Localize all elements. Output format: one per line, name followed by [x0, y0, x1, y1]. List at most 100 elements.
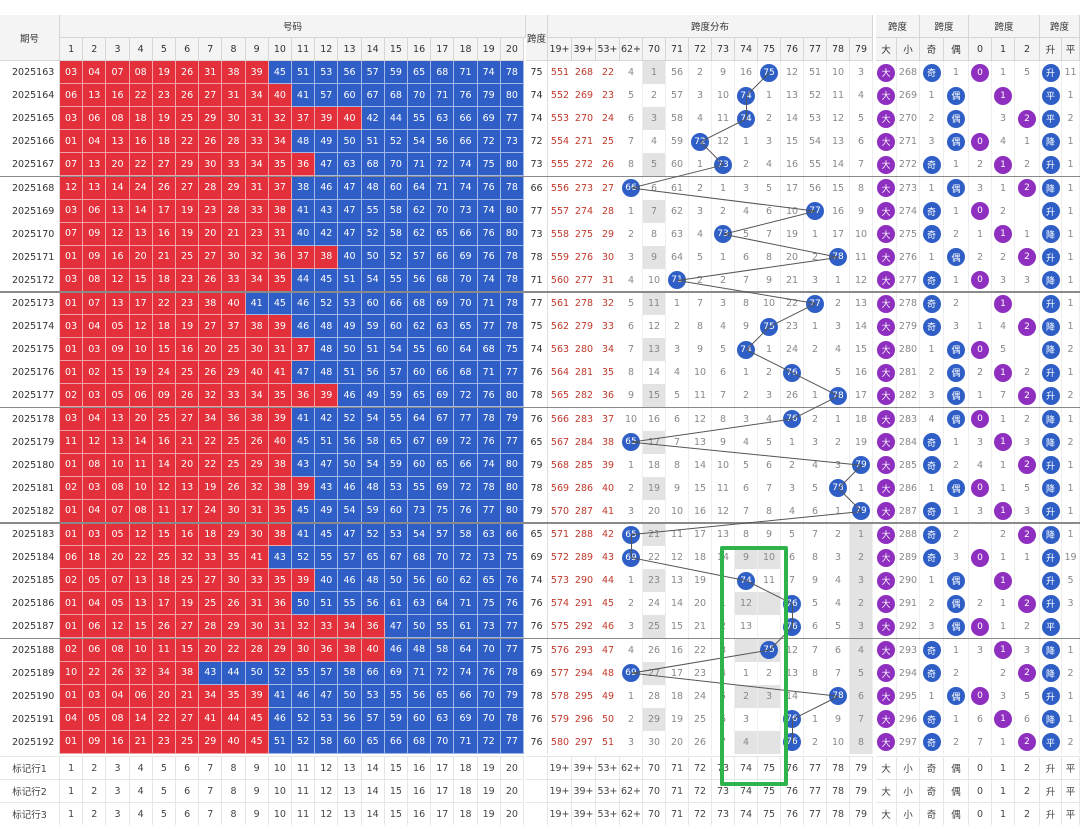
number-cell: 78 [500, 661, 524, 685]
number-cell: 44 [384, 107, 408, 131]
big-ball: 大 [877, 733, 895, 752]
number-cell: 78 [500, 176, 524, 200]
number-cell: 31 [245, 592, 269, 616]
number-cell: 29 [199, 730, 223, 754]
number-cell: 78 [500, 292, 524, 316]
dist-cell: 6 [804, 615, 827, 639]
dist-cell: 73 [712, 222, 735, 246]
dist-cell: 3 [735, 707, 758, 731]
dist-cell: 25 [643, 615, 666, 639]
number-col-header: 17 [431, 38, 455, 61]
big-cell: 大 [876, 84, 897, 108]
dist-cell: 1 [781, 430, 804, 454]
mod3-cell: 7 [969, 730, 992, 754]
count-39-cell: 297 [574, 736, 594, 748]
number-cell: 63 [477, 523, 501, 547]
mod3-cell: 1 [992, 292, 1015, 316]
dist-cell: 19 [689, 569, 712, 593]
number-cell: 11 [152, 638, 176, 662]
number-cell: 35 [222, 684, 246, 708]
number-cell: 40 [361, 638, 385, 662]
count-53-cell: 43 [601, 552, 615, 564]
number-cell: 25 [222, 338, 246, 362]
small-miss-cell: 279 [897, 315, 920, 339]
big-ball: 大 [877, 687, 895, 706]
updown-cell: 降 [1040, 176, 1062, 200]
dist-cell: 5 [827, 615, 850, 639]
number-cell: 39 [245, 61, 269, 85]
dist-cell: 13 [735, 615, 758, 639]
mod3-cell: 1 [1015, 546, 1040, 570]
oddeven-ball: 奇 [922, 317, 941, 336]
count-53-cell: 38 [601, 436, 615, 448]
dist-cell: 13 [712, 523, 735, 547]
oddeven-cell: 4 [920, 407, 944, 431]
footer-number: 1 [60, 779, 84, 803]
mod3-cell: 1 [992, 407, 1015, 431]
number-cell: 45 [245, 730, 269, 754]
dist-cell: 4 [758, 407, 781, 431]
span-cell: 75 [526, 61, 548, 85]
number-cell: 21 [176, 684, 200, 708]
updown-ball: 升 [1041, 155, 1060, 174]
count-53-cell: 33 [601, 321, 615, 333]
number-cell: 65 [361, 546, 385, 570]
number-cell: 46 [268, 707, 292, 731]
span-cell: 75 [526, 315, 548, 339]
number-cell: 30 [245, 338, 269, 362]
number-cell: 56 [361, 592, 385, 616]
number-cell: 53 [315, 707, 339, 731]
big-ball: 大 [877, 410, 895, 429]
footer-number: 5 [152, 756, 176, 780]
dist-cell: 2 [689, 61, 712, 85]
mod3-cell: 0 [969, 546, 992, 570]
count-39-cell: 278 [574, 298, 594, 310]
updown-miss-cell: 1 [1062, 315, 1080, 339]
updown-ball: 平 [1041, 86, 1060, 105]
dist-cell: 9 [850, 199, 873, 223]
number-cell: 52 [361, 222, 385, 246]
number-cell: 48 [408, 638, 432, 662]
footer-number: 17 [431, 756, 455, 780]
number-cell: 19 [129, 361, 153, 385]
oddeven-cell: 奇 [920, 292, 944, 316]
footer-dist: 74 [735, 802, 758, 826]
number-cell: 15 [176, 638, 200, 662]
dist-col-header: 62+ [620, 38, 643, 61]
mod3-cell: 2 [992, 199, 1015, 223]
dist-cell: 3 [758, 130, 781, 154]
span-ball: 77 [806, 294, 824, 313]
number-cell: 68 [361, 153, 385, 177]
updown-cell: 升 [1040, 592, 1062, 616]
dist-cell: 4 [712, 315, 735, 339]
footer-extra: 1 [992, 802, 1015, 826]
number-cell: 36 [268, 592, 292, 616]
number-cell: 54 [361, 453, 385, 477]
dist-col-header: 53+ [596, 38, 620, 61]
number-cell: 15 [152, 523, 176, 547]
big-ball: 大 [877, 641, 895, 660]
footer-dist: 76 [781, 756, 804, 780]
oddeven-ball: 偶 [947, 86, 965, 105]
dist-cell: 7 [804, 638, 827, 662]
dist-cell: 74 [735, 107, 758, 131]
mod3-ball: 2 [1018, 386, 1036, 405]
number-cell: 69 [431, 430, 455, 454]
dist-cell: 20 [781, 245, 804, 269]
dist-cell: 21 [689, 615, 712, 639]
mod3-cell: 1 [969, 315, 992, 339]
footer-extra: 偶 [944, 779, 969, 803]
oddeven-cell: 奇 [920, 523, 944, 547]
extra-group-header: 跨度 [876, 15, 920, 38]
oddeven-ball: 奇 [922, 271, 941, 290]
number-cell: 57 [361, 707, 385, 731]
number-cell: 47 [292, 361, 316, 385]
big-cell: 大 [876, 684, 897, 708]
period-cell: 2025173 [0, 292, 60, 316]
oddeven-ball: 奇 [922, 710, 941, 729]
number-cell: 74 [477, 268, 501, 292]
number-cell: 40 [245, 361, 269, 385]
mod3-cell: 0 [969, 476, 992, 500]
dist-cell: 23 [643, 569, 666, 593]
footer-dist: 75 [758, 802, 781, 826]
